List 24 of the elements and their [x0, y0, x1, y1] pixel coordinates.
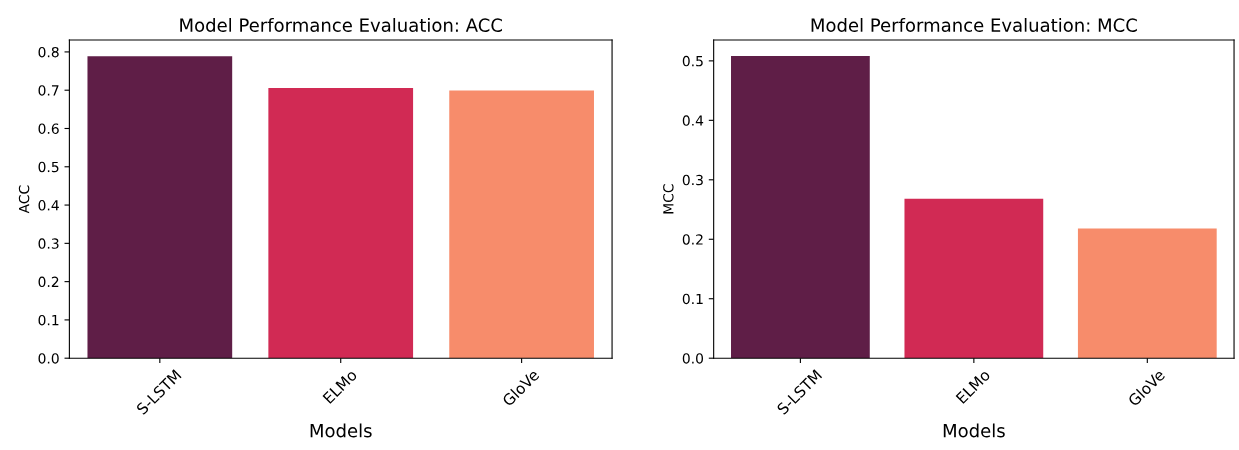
- y-tick-label: 0.3: [682, 174, 703, 186]
- y-tick-label: 0.1: [682, 293, 703, 305]
- chart-title: Model Performance Evaluation: ACC: [180, 18, 502, 32]
- x-axis-title: Models: [943, 423, 1005, 438]
- bar: [904, 198, 1044, 359]
- y-axis-title: ACC: [18, 185, 30, 214]
- y-tick-label: 0.2: [38, 276, 59, 288]
- y-tick-label: 0.2: [682, 234, 703, 245]
- bar: [1077, 228, 1217, 359]
- y-tick-label: 0.6: [38, 123, 59, 134]
- y-tick-label: 0.1: [38, 314, 59, 326]
- y-axis-title: MCC: [663, 184, 674, 214]
- chart-title: Model Performance Evaluation: MCC: [811, 18, 1137, 32]
- y-tick-label: 0.4: [38, 200, 59, 211]
- y-tick-label: 0.3: [38, 238, 59, 249]
- y-tick-label: 0.5: [682, 55, 703, 67]
- y-tick-label: 0.0: [38, 353, 59, 364]
- y-tick-label: 0.0: [682, 353, 704, 364]
- y-tick-label: 0.7: [38, 85, 59, 96]
- y-tick-label: 0.5: [38, 161, 59, 173]
- y-tick-label: 0.8: [38, 46, 59, 58]
- bar: [731, 56, 870, 359]
- x-axis-title: Models: [310, 423, 372, 438]
- y-tick-label: 0.4: [682, 115, 704, 126]
